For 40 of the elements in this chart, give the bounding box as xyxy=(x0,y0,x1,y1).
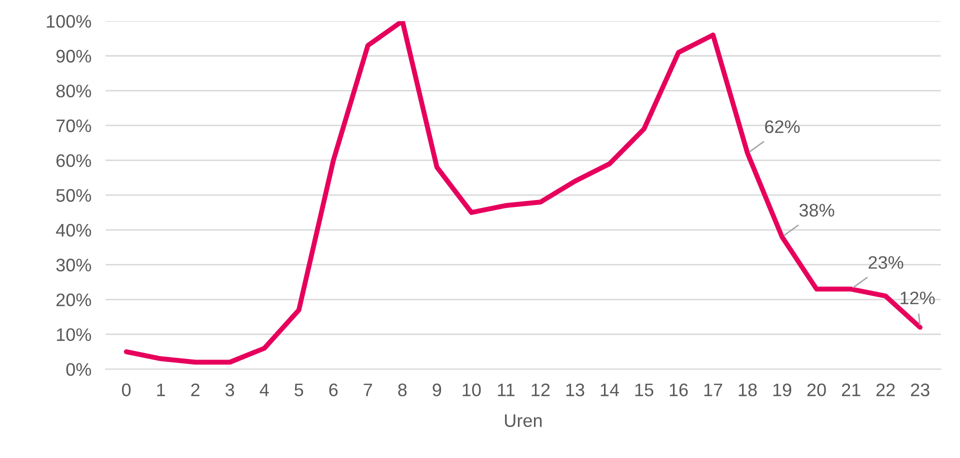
y-tick-label: 100% xyxy=(46,15,92,28)
y-tick-label: 70% xyxy=(56,119,92,132)
x-tick-label: 3 xyxy=(226,384,234,396)
x-tick-label: 13 xyxy=(566,384,584,396)
y-tick-label: 50% xyxy=(56,189,92,202)
x-tick-label: 22 xyxy=(876,384,895,396)
x-tick-label: 15 xyxy=(635,384,654,396)
x-tick-label: 17 xyxy=(704,384,722,396)
x-tick-label: 23 xyxy=(910,384,930,396)
x-tick-label: 19 xyxy=(773,384,792,396)
y-tick-label: 80% xyxy=(56,84,92,98)
y-tick-label: 20% xyxy=(56,293,92,306)
data-label: 23% xyxy=(868,256,904,269)
y-tick-label: 90% xyxy=(56,50,92,63)
x-tick-label: 20 xyxy=(807,384,826,396)
x-tick-label: 16 xyxy=(670,384,688,396)
data-label: 62% xyxy=(765,120,800,134)
x-tick-label: 8 xyxy=(398,384,407,396)
data-label: 12% xyxy=(900,292,935,304)
x-tick-label: 7 xyxy=(364,384,372,396)
x-tick-label: 11 xyxy=(498,384,514,396)
y-tick-label: 40% xyxy=(56,224,92,237)
x-tick-label: 18 xyxy=(738,384,757,396)
y-tick-label: 30% xyxy=(56,258,92,272)
data-label: 38% xyxy=(799,204,834,217)
y-tick-label: 60% xyxy=(56,154,92,168)
x-tick-label: 9 xyxy=(432,384,442,396)
x-tick-label: 10 xyxy=(462,384,481,396)
x-tick-label: 4 xyxy=(260,384,269,396)
x-tick-label: 6 xyxy=(329,384,338,396)
x-axis-title: Uren xyxy=(505,414,542,428)
x-tick-label: 14 xyxy=(600,384,619,396)
x-tick-label: 0 xyxy=(122,384,131,396)
x-tick-label: 21 xyxy=(842,384,860,396)
x-tick-label: 12 xyxy=(532,384,550,396)
x-tick-label: 1 xyxy=(157,384,165,396)
x-tick-label: 2 xyxy=(191,384,200,396)
y-tick-label: 10% xyxy=(56,328,92,342)
y-tick-label: 0% xyxy=(66,363,92,376)
x-tick-label: 5 xyxy=(294,384,304,396)
